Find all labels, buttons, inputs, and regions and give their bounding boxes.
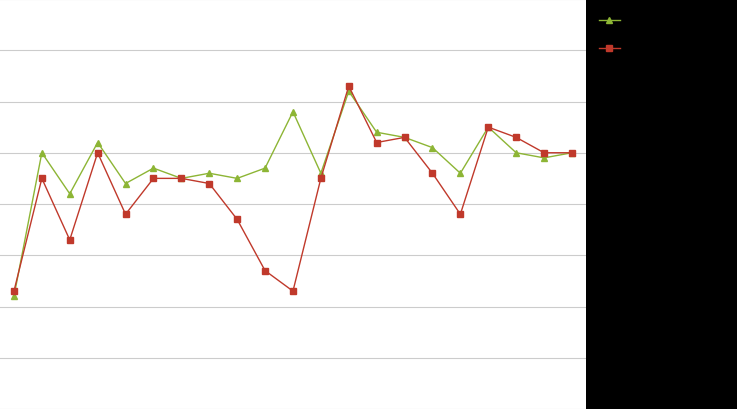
Legend: , : ,: [598, 15, 624, 57]
